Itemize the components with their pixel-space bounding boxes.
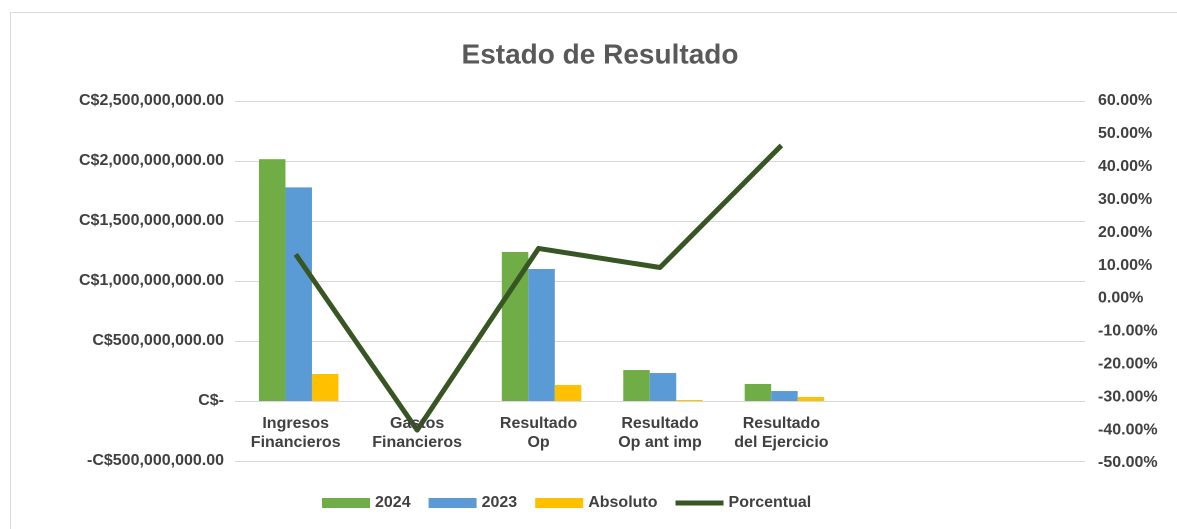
bar	[649, 373, 677, 401]
legend-label: 2024	[375, 494, 411, 511]
y-tick-label: -C$500,000,000.00	[87, 452, 224, 469]
bar	[528, 269, 555, 401]
y-tick-label: C$1,500,000,000.00	[79, 212, 224, 229]
chart-border	[10, 12, 1177, 529]
y-tick-label: C$2,000,000,000.00	[79, 152, 224, 169]
y2-tick-label: 40.00%	[1098, 158, 1152, 175]
y-tick-label: C$1,000,000,000.00	[79, 272, 224, 289]
line	[293, 143, 784, 433]
legend-label: 2023	[482, 494, 518, 511]
bar	[744, 383, 772, 401]
y-tick-label: C$-	[198, 392, 224, 409]
bar	[797, 397, 825, 401]
legend-label: Porcentual	[729, 494, 812, 511]
y2-tick-label: -20.00%	[1098, 355, 1158, 372]
legend-swatch	[322, 498, 370, 508]
bar	[285, 187, 312, 401]
bar	[623, 370, 650, 401]
bar	[554, 385, 582, 401]
x-tick-label: Gastos Financieros	[372, 415, 463, 451]
x-tick-label: Resultado del Ejercicio	[734, 415, 829, 451]
y-tick-label: C$2,500,000,000.00	[79, 92, 224, 109]
bar	[311, 374, 339, 401]
bar	[258, 159, 286, 401]
y2-tick-label: 60.00%	[1098, 92, 1152, 109]
y2-tick-label: 50.00%	[1098, 125, 1152, 142]
y2-tick-label: 30.00%	[1098, 191, 1152, 208]
y2-tick-label: -40.00%	[1098, 421, 1158, 438]
y2-tick-label: 20.00%	[1098, 224, 1152, 241]
legend-swatch	[535, 498, 584, 508]
y2-tick-label: 10.00%	[1098, 257, 1152, 274]
bar	[676, 400, 703, 401]
legend-label: Absoluto	[588, 494, 658, 511]
x-tick-label: Resultado Op	[499, 415, 578, 451]
bar	[771, 391, 798, 401]
legend-swatch	[428, 498, 477, 508]
bar	[501, 251, 529, 401]
y2-tick-label: -50.00%	[1098, 454, 1158, 471]
chart-title: Estado de Resultado	[462, 38, 739, 69]
y2-tick-label: 0.00%	[1098, 290, 1143, 307]
y2-tick-label: -30.00%	[1098, 388, 1158, 405]
y2-tick-label: -10.00%	[1098, 323, 1158, 340]
y-tick-label: C$500,000,000.00	[92, 332, 224, 349]
x-tick-label: Resultado Op ant imp	[618, 415, 702, 451]
x-tick-label: Ingresos Financieros	[250, 415, 341, 451]
